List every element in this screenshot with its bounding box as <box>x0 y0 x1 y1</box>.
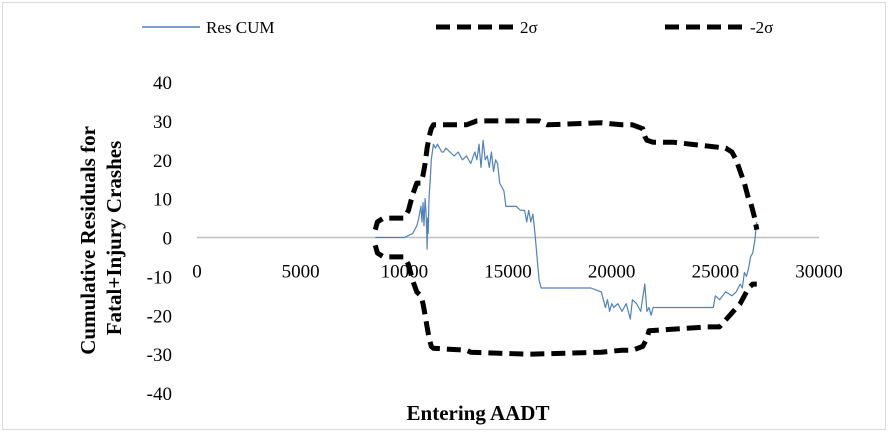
y-tick-label: 10 <box>153 190 172 211</box>
x-axis-title: Entering AADT <box>407 401 550 425</box>
x-tick-label: 15000 <box>484 262 532 283</box>
y-tick-label: -10 <box>147 267 172 288</box>
series-line-minus-2-sigma <box>372 244 757 357</box>
chart-area <box>2 2 886 430</box>
y-axis-title-line-2: Fatal+Injury Crashes <box>102 141 126 336</box>
legend: Res CUM 2σ -2σ <box>142 18 773 37</box>
y-axis-tick-labels: 40 30 20 10 0 -10 -20 -30 -40 <box>147 73 172 405</box>
y-tick-label: 20 <box>153 151 172 172</box>
series-line-plus-2-sigma <box>372 118 760 231</box>
x-tick-label: 20000 <box>588 262 636 283</box>
x-axis-tick-labels: 0 5000 10000 15000 20000 25000 30000 <box>192 262 843 283</box>
y-tick-label: 0 <box>163 229 173 250</box>
y-tick-label: -40 <box>147 384 172 405</box>
x-tick-label: 10000 <box>381 262 429 283</box>
legend-label: Res CUM <box>206 18 274 37</box>
x-tick-label: 25000 <box>692 262 740 283</box>
y-axis-title-line-1: Cumulative Residuals for <box>76 126 100 354</box>
x-tick-label: 5000 <box>282 262 320 283</box>
y-tick-label: -20 <box>147 306 172 327</box>
series-group <box>372 118 760 357</box>
y-tick-label: 40 <box>153 73 172 94</box>
x-tick-label: 0 <box>192 262 202 283</box>
legend-label: -2σ <box>750 18 773 37</box>
y-tick-label: 30 <box>153 112 172 133</box>
series-line-res-cum <box>375 139 758 320</box>
x-tick-label: 30000 <box>795 262 843 283</box>
y-axis-title: Cumulative Residuals for Fatal+Injury Cr… <box>76 121 126 355</box>
y-tick-label: -30 <box>147 345 172 366</box>
legend-label: 2σ <box>520 18 538 37</box>
